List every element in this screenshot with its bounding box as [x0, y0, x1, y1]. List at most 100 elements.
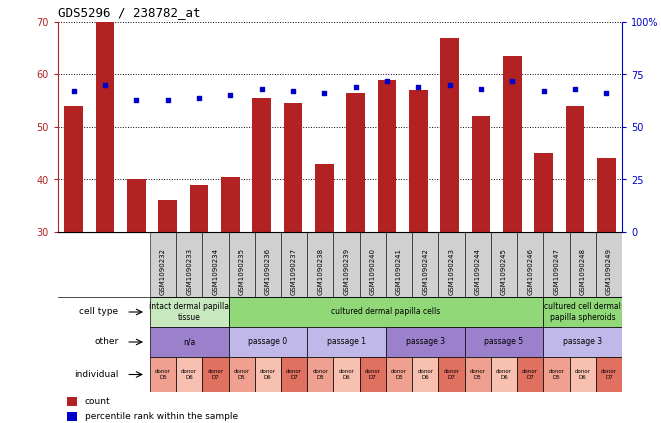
Text: GSM1090238: GSM1090238	[317, 248, 323, 295]
Bar	[229, 232, 254, 297]
Point	[100, 82, 110, 88]
Bar	[253, 98, 271, 232]
Bar	[386, 232, 412, 297]
Bar	[517, 232, 543, 297]
Point	[225, 92, 235, 99]
Point	[476, 86, 486, 93]
Text: GDS5296 / 238782_at: GDS5296 / 238782_at	[58, 6, 200, 19]
Point	[601, 90, 611, 97]
Text: GSM1090249: GSM1090249	[606, 248, 612, 295]
Bar	[438, 232, 465, 297]
Text: donor
D7: donor D7	[208, 369, 223, 380]
Bar	[409, 90, 428, 232]
Text: GSM1090242: GSM1090242	[422, 249, 428, 295]
Bar	[307, 232, 333, 297]
Bar	[333, 232, 360, 297]
Bar	[596, 232, 622, 297]
Point	[288, 88, 298, 95]
Text: donor
D5: donor D5	[313, 369, 329, 380]
Bar	[543, 232, 570, 297]
Bar	[412, 232, 438, 297]
Text: donor
D5: donor D5	[233, 369, 250, 380]
Text: donor
D7: donor D7	[601, 369, 617, 380]
Bar	[465, 327, 543, 357]
Bar	[491, 232, 517, 297]
Bar	[491, 357, 517, 392]
Text: GSM1090232: GSM1090232	[160, 248, 166, 295]
Text: GSM1090234: GSM1090234	[212, 248, 218, 295]
Point	[507, 77, 518, 84]
Text: GSM1090246: GSM1090246	[527, 248, 533, 295]
Text: GSM1090241: GSM1090241	[396, 248, 402, 295]
Text: passage 3: passage 3	[406, 338, 445, 346]
Text: donor
D5: donor D5	[470, 369, 486, 380]
Point	[413, 84, 424, 91]
Bar	[386, 327, 465, 357]
Text: donor
D6: donor D6	[496, 369, 512, 380]
Bar	[64, 106, 83, 232]
Text: GSM1090245: GSM1090245	[501, 249, 507, 295]
Point	[350, 84, 361, 91]
Text: other: other	[94, 338, 118, 346]
Text: count: count	[85, 397, 110, 406]
Bar	[254, 232, 281, 297]
Bar	[229, 357, 254, 392]
Bar	[127, 179, 145, 232]
Point	[444, 82, 455, 88]
Point	[570, 86, 580, 93]
Bar	[202, 357, 229, 392]
Bar	[543, 357, 570, 392]
Bar	[543, 327, 622, 357]
Text: GSM1090243: GSM1090243	[448, 248, 455, 295]
Bar	[281, 232, 307, 297]
Text: n/a: n/a	[183, 338, 195, 346]
Bar	[150, 297, 229, 327]
Point	[381, 77, 392, 84]
Text: intact dermal papilla
tissue: intact dermal papilla tissue	[149, 302, 229, 322]
Point	[68, 88, 79, 95]
Bar	[386, 357, 412, 392]
Text: donor
D6: donor D6	[181, 369, 197, 380]
Bar	[346, 93, 365, 232]
Bar	[465, 357, 491, 392]
Text: passage 1: passage 1	[327, 338, 366, 346]
Bar	[150, 327, 229, 357]
Bar	[377, 80, 397, 232]
Bar	[281, 357, 307, 392]
Text: GSM1090240: GSM1090240	[369, 248, 376, 295]
Bar	[465, 232, 491, 297]
Bar	[190, 185, 208, 232]
Text: passage 3: passage 3	[563, 338, 602, 346]
Text: passage 0: passage 0	[249, 338, 288, 346]
Text: donor
D5: donor D5	[391, 369, 407, 380]
Bar	[440, 38, 459, 232]
Bar	[438, 357, 465, 392]
Point	[256, 86, 267, 93]
Text: individual: individual	[74, 370, 118, 379]
Bar	[202, 232, 229, 297]
Bar	[221, 177, 240, 232]
Bar	[96, 22, 114, 232]
Bar	[315, 164, 334, 232]
Text: donor
D7: donor D7	[444, 369, 459, 380]
Point	[131, 96, 141, 103]
Text: donor
D6: donor D6	[574, 369, 591, 380]
Text: percentile rank within the sample: percentile rank within the sample	[85, 412, 238, 421]
Bar	[229, 327, 307, 357]
Text: GSM1090235: GSM1090235	[239, 248, 245, 295]
Bar	[158, 201, 177, 232]
Bar	[412, 357, 438, 392]
Bar	[333, 357, 360, 392]
Bar	[307, 327, 386, 357]
Text: cultured cell dermal
papilla spheroids: cultured cell dermal papilla spheroids	[544, 302, 621, 322]
Point	[194, 94, 204, 101]
Text: donor
D7: donor D7	[522, 369, 538, 380]
Bar	[570, 232, 596, 297]
Point	[538, 88, 549, 95]
Bar	[150, 232, 176, 297]
Bar	[67, 412, 77, 421]
Bar	[360, 232, 386, 297]
Text: donor
D7: donor D7	[365, 369, 381, 380]
Bar	[150, 357, 176, 392]
Text: donor
D6: donor D6	[417, 369, 433, 380]
